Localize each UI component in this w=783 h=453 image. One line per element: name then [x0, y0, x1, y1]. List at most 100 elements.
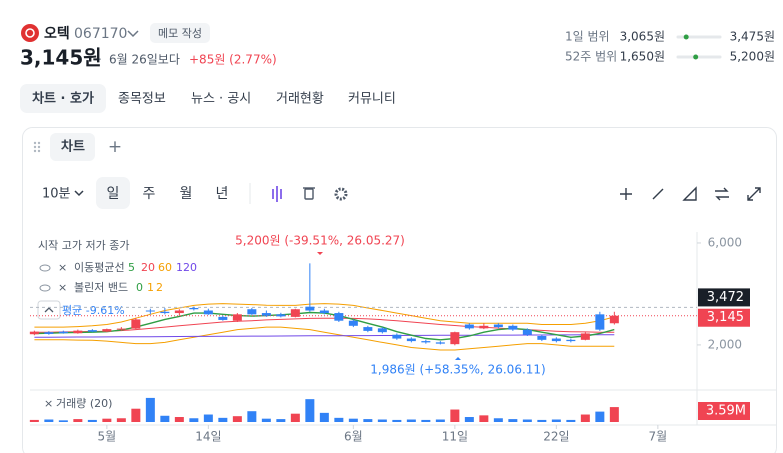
- volume-bar: [116, 418, 126, 422]
- tab[interactable]: 차트 · 호가: [32, 91, 94, 107]
- current-price-box: [698, 308, 750, 327]
- candle-body: [392, 334, 402, 339]
- volume-bar: [595, 411, 605, 422]
- volume-bar: [87, 419, 97, 422]
- x-tick-label: 6월: [344, 430, 363, 444]
- period[interactable]: 일: [107, 186, 120, 202]
- tab[interactable]: 뉴스 · 공시: [191, 92, 251, 107]
- tab[interactable]: 커뮤니티: [348, 92, 396, 107]
- candle-body: [174, 310, 184, 314]
- candle-body: [189, 307, 199, 310]
- candle-body: [421, 341, 431, 343]
- candle-body: [29, 331, 39, 335]
- dropdown-icon[interactable]: [127, 30, 139, 38]
- visibility-icon[interactable]: [39, 284, 51, 292]
- period[interactable]: 주: [143, 186, 156, 202]
- tab-active-bg: [20, 84, 106, 113]
- add-tab[interactable]: +: [108, 137, 122, 157]
- candle-body: [464, 324, 474, 329]
- volume-bar: [131, 408, 141, 422]
- candle-body: [580, 333, 590, 340]
- candle-body: [363, 327, 373, 331]
- period-selected-bg: [96, 177, 130, 209]
- stock-code: 067170: [74, 26, 127, 42]
- candle-body: [522, 329, 532, 335]
- volume-bar: [58, 420, 68, 422]
- remove-icon[interactable]: ×: [58, 281, 67, 294]
- volume-bar: [44, 419, 54, 422]
- volume-bar: [29, 419, 39, 422]
- remove-icon[interactable]: ×: [58, 261, 67, 274]
- right-tools[interactable]: [620, 186, 761, 201]
- drag-handle[interactable]: [33, 141, 41, 153]
- chart-tab[interactable]: 차트: [61, 139, 85, 155]
- candle-body: [102, 329, 112, 332]
- tab[interactable]: 종목정보: [118, 92, 166, 107]
- candle-body: [232, 314, 242, 321]
- high-pointer: [317, 252, 323, 255]
- volume-bar: [160, 415, 170, 422]
- candle-body: [334, 313, 344, 321]
- volume-bar: [551, 419, 561, 422]
- range-marker: [693, 54, 699, 60]
- volume-bar: [421, 419, 431, 422]
- volume-bar: [305, 399, 315, 422]
- ohlc-legend: 시작 고가 저가 종가: [38, 239, 129, 252]
- interval[interactable]: 10분: [42, 187, 71, 202]
- indicator-icon[interactable]: [272, 186, 282, 202]
- x-tick-label: 5월: [98, 430, 117, 444]
- range-high: 3,475원: [730, 30, 775, 44]
- settings-icon[interactable]: [334, 187, 348, 201]
- x-tick-label: 22일: [543, 430, 569, 444]
- delete-icon[interactable]: [303, 187, 315, 200]
- volume-bar: [609, 407, 619, 422]
- low-annotation: 1,986원 (+58.35%, 26.06.11): [370, 363, 545, 377]
- collapse-button[interactable]: [37, 300, 61, 320]
- visibility-icon[interactable]: [39, 264, 51, 272]
- volume-bar: [522, 419, 532, 422]
- candle-body: [537, 336, 547, 340]
- volume-close[interactable]: ×: [44, 397, 53, 410]
- volume-bar: [334, 417, 344, 422]
- ma-label: 이동평균선: [74, 261, 125, 274]
- indicator-line: [34, 303, 615, 328]
- interval-icon[interactable]: [74, 190, 84, 197]
- candle-body: [160, 311, 170, 314]
- volume-bar: [508, 419, 518, 422]
- high-annotation: 5,200원 (-39.51%, 26.05.27): [235, 234, 405, 248]
- candle-body: [348, 320, 358, 326]
- candle-body: [493, 324, 503, 328]
- period[interactable]: 월: [180, 186, 193, 202]
- volume-bar: [363, 419, 373, 422]
- y-tick-label: 6,000: [708, 235, 742, 249]
- volume-bar: [493, 418, 503, 422]
- range-low: 1,650원: [620, 50, 665, 64]
- period[interactable]: 년: [216, 186, 229, 202]
- volume-bar: [479, 415, 489, 422]
- candle-body: [479, 325, 489, 329]
- separator: ·: [98, 53, 102, 67]
- bollinger-param: 0: [136, 281, 143, 294]
- bollinger-param: 2: [156, 281, 163, 294]
- ma-period: 5: [128, 261, 135, 274]
- reference-price-box: [698, 288, 750, 307]
- y-tick-label: 2,000: [708, 337, 742, 351]
- candle-body: [218, 316, 228, 320]
- candle-body: [290, 309, 300, 317]
- candle-body: [566, 339, 576, 342]
- tab[interactable]: 거래현황: [276, 92, 324, 107]
- memo-button[interactable]: [150, 23, 210, 43]
- x-tick-label: 7월: [649, 430, 668, 444]
- ma-period: 120: [176, 261, 197, 274]
- logo: [21, 24, 39, 42]
- bollinger-label: 볼린저 밴드: [74, 281, 128, 294]
- memo-label[interactable]: 메모 작성: [158, 27, 202, 40]
- collapse-icon[interactable]: [44, 307, 54, 313]
- range-label: 1일 범위: [565, 30, 610, 44]
- candle-body: [276, 314, 286, 317]
- candle-body: [551, 338, 561, 342]
- volume-bar: [73, 419, 83, 422]
- candle-body: [58, 331, 68, 334]
